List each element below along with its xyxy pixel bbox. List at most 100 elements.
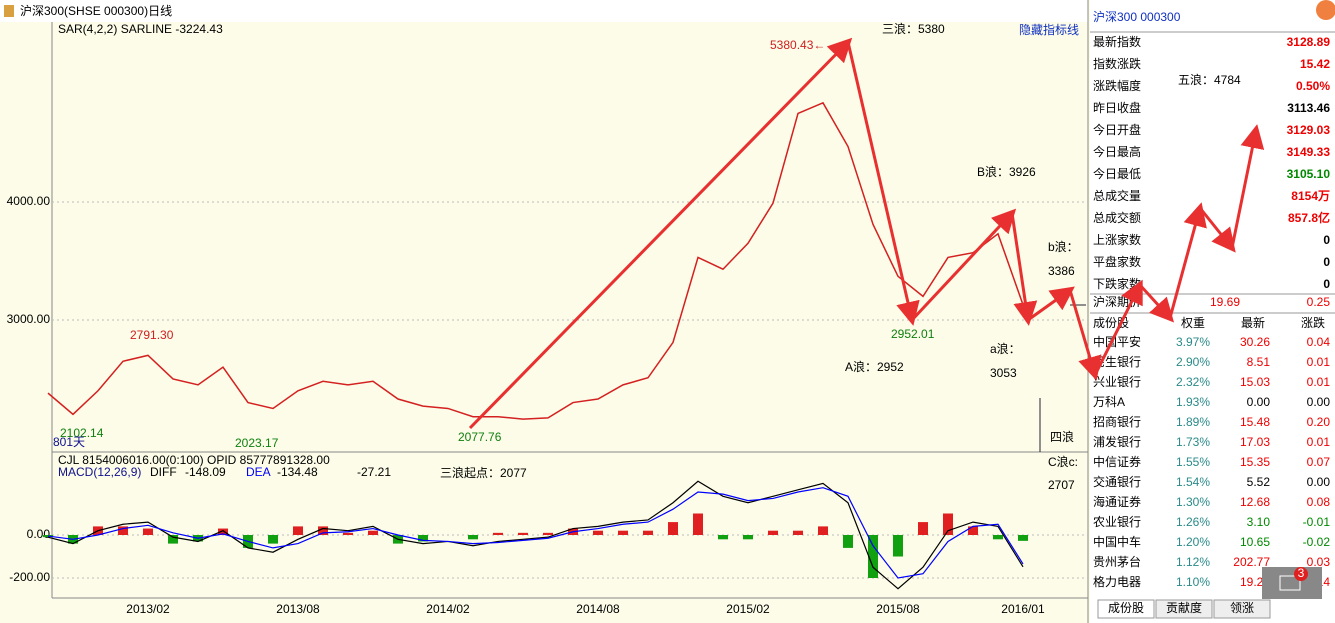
annotation: 五浪：4784 <box>1178 72 1241 87</box>
table-cell: 兴业银行 <box>1093 375 1141 389</box>
macd-bar <box>843 534 853 548</box>
table-cell: 15.03 <box>1240 375 1270 389</box>
quote-value: 3113.46 <box>1287 101 1330 115</box>
sidebar <box>1090 0 1335 623</box>
quote-value: 3129.03 <box>1287 123 1331 137</box>
tab-label[interactable]: 贡献度 <box>1166 600 1202 615</box>
dea-name: DEA <box>246 465 271 479</box>
table-cell: 8.51 <box>1247 355 1271 369</box>
table-cell: 浦发银行 <box>1093 434 1141 449</box>
badge <box>1316 0 1335 20</box>
futures-price: 19.69 <box>1210 295 1240 309</box>
futures-change: 0.25 <box>1307 295 1331 309</box>
macd-title: MACD(12,26,9) <box>58 465 141 479</box>
macd-bar <box>518 532 528 535</box>
annotation: 3386 <box>1048 264 1075 278</box>
quote-value: 0 <box>1323 277 1330 291</box>
macd-bar <box>1018 534 1028 541</box>
table-cell: 中国平安 <box>1093 334 1141 349</box>
hide-indicator-button[interactable]: 隐藏指标线 <box>1019 22 1079 37</box>
annotation: a浪： <box>990 341 1021 356</box>
window-title: 沪深300(SHSE 000300)日线 <box>20 4 172 18</box>
wave-arrow <box>1027 286 1075 322</box>
table-cell: 农业银行 <box>1093 515 1141 529</box>
wave-arrow <box>910 208 1017 322</box>
table-cell: 0.03 <box>1307 555 1331 569</box>
macd-bar <box>893 534 903 557</box>
quote-label: 涨跌幅度 <box>1093 78 1141 93</box>
macd-bar <box>818 526 828 535</box>
x-tick-label: 2015/02 <box>726 602 770 616</box>
table-cell: 0.08 <box>1307 495 1331 509</box>
macd-bar <box>543 532 553 535</box>
annotation: 三浪：5380 <box>882 21 945 36</box>
tab[interactable] <box>1155 599 1213 619</box>
macd-bar <box>993 534 1003 540</box>
table-cell: 海通证券 <box>1093 494 1141 509</box>
macd-bar <box>693 513 703 535</box>
indicator-label: SAR(4,2,2) SARLINE -3224.43 <box>58 22 223 36</box>
x-tick-label: 2015/08 <box>876 602 920 616</box>
table-cell: 1.89% <box>1176 415 1210 429</box>
quote-label: 指数涨跌 <box>1093 56 1141 71</box>
macd-bar <box>343 532 353 535</box>
table-cell: 12.68 <box>1240 495 1270 509</box>
wave-arrow <box>1010 212 1038 326</box>
quote-value: 0.50% <box>1296 79 1330 93</box>
x-tick-label: 2014/02 <box>426 602 470 616</box>
title-icon <box>4 5 14 17</box>
table-cell: 1.12% <box>1176 555 1210 569</box>
annotation: 5380.43← <box>770 38 825 52</box>
table-cell: 0.04 <box>1307 335 1331 349</box>
quote-value: 0 <box>1323 233 1330 247</box>
quote-label: 上涨家数 <box>1093 232 1141 247</box>
table-cell: 10.65 <box>1240 535 1270 549</box>
table-header: 涨跌 <box>1301 315 1325 330</box>
quote-label: 昨日收盘 <box>1093 100 1141 115</box>
macd-bar <box>368 530 378 535</box>
annotation: 2023.17 <box>235 436 279 450</box>
quote-value: 0 <box>1323 255 1330 269</box>
table-cell: 0.07 <box>1307 455 1331 469</box>
table-cell: 1.10% <box>1176 575 1210 589</box>
macd-bar <box>118 526 128 535</box>
mail-icon <box>1279 575 1301 591</box>
quote-label: 今日开盘 <box>1093 122 1141 137</box>
macd-value: -27.21 <box>357 465 391 479</box>
macd-bar <box>218 528 228 535</box>
wave-arrow <box>1068 289 1102 381</box>
macd-bar <box>293 526 303 535</box>
tab-label[interactable]: 成份股 <box>1108 601 1144 615</box>
macd-bar <box>768 530 778 535</box>
dea-value: -134.48 <box>277 465 318 479</box>
wave-arrow <box>1168 202 1207 319</box>
table-cell: 0.01 <box>1307 375 1331 389</box>
table-cell: 0.00 <box>1247 395 1271 409</box>
quote-label: 总成交额 <box>1093 210 1141 225</box>
macd-bar <box>593 530 603 535</box>
title-bar <box>0 0 1088 22</box>
diff-name: DIFF <box>150 465 177 479</box>
table-cell: 15.35 <box>1240 455 1270 469</box>
tab[interactable] <box>1213 599 1271 619</box>
table-cell: 格力电器 <box>1093 574 1141 589</box>
volume-note: CJL 8154006016.00(0:100) OPID 8577789132… <box>58 453 330 467</box>
annotation: 801天 <box>53 435 85 449</box>
x-tick-label: 2016/01 <box>1001 602 1045 616</box>
x-tick-label: 2013/02 <box>126 602 170 616</box>
tab[interactable] <box>1097 599 1155 619</box>
table-cell: -0.02 <box>1303 535 1331 549</box>
quote-label: 最新指数 <box>1093 34 1141 49</box>
table-cell: 交通银行 <box>1093 474 1141 489</box>
quote-label: 今日最高 <box>1093 144 1141 159</box>
table-cell: 1.93% <box>1176 395 1210 409</box>
y-tick-label: 4000.00 <box>7 194 51 208</box>
tab-label[interactable]: 领涨 <box>1230 600 1254 615</box>
macd-bar <box>318 526 328 535</box>
annotation: 2707 <box>1048 478 1075 492</box>
macd-bar <box>418 534 428 542</box>
macd-bar <box>618 530 628 535</box>
table-cell: 1.55% <box>1176 455 1210 469</box>
mail-button[interactable] <box>1262 567 1322 599</box>
annotation: B浪：3926 <box>977 164 1036 179</box>
